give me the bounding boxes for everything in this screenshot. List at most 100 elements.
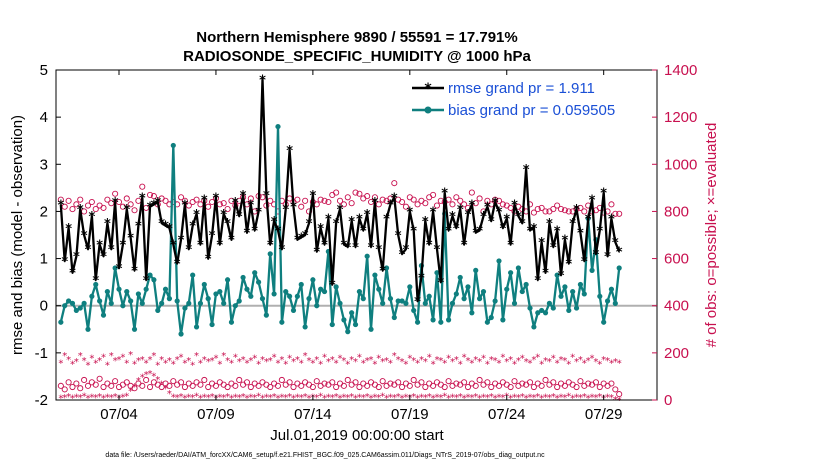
bias-point bbox=[252, 270, 258, 276]
bias-point bbox=[186, 300, 192, 306]
obs_lower-evaluated-point: * bbox=[361, 393, 366, 404]
obs_possible-evaluated-point: * bbox=[500, 352, 505, 363]
bias-point bbox=[182, 305, 188, 311]
obs_lower-evaluated-point: * bbox=[365, 392, 370, 403]
rmse-point: * bbox=[379, 264, 386, 279]
obs_possible-evaluated-point: * bbox=[229, 358, 234, 369]
obs_possible-evaluated-point: * bbox=[593, 357, 598, 368]
obs_lower-evaluated-point: * bbox=[500, 393, 505, 404]
obs_possible-possible-point bbox=[468, 189, 475, 196]
bias-point bbox=[399, 298, 405, 304]
rmse-point: * bbox=[457, 203, 464, 218]
obs_lower-evaluated-point: * bbox=[248, 392, 253, 403]
bias-point bbox=[201, 281, 207, 288]
obs_possible-possible-point bbox=[453, 194, 460, 201]
rmse-point: * bbox=[135, 220, 142, 235]
obs_possible-possible-point bbox=[317, 196, 324, 203]
rmse-point: * bbox=[220, 208, 227, 223]
bias-point bbox=[143, 286, 149, 292]
obs_possible-evaluated-point: * bbox=[241, 355, 246, 366]
obs_possible-evaluated-point: * bbox=[559, 355, 564, 366]
rmse-point: * bbox=[441, 187, 448, 202]
obs_lower-possible-point bbox=[112, 378, 119, 385]
bias-point bbox=[539, 307, 545, 314]
obs_lower-evaluated-point: * bbox=[256, 391, 261, 402]
obs_lower-evaluated-point: * bbox=[198, 394, 203, 405]
rmse-point: * bbox=[364, 208, 371, 223]
footer-data-file: data file: /Users/raeder/DAI/ATM_forcXX/… bbox=[105, 452, 545, 459]
obs_lower-possible-point bbox=[77, 385, 84, 392]
rmse-point: * bbox=[275, 224, 282, 239]
bias-point bbox=[290, 307, 297, 314]
obs_possible-evaluated-point: * bbox=[524, 357, 529, 368]
obs_possible-evaluated-point: * bbox=[617, 358, 622, 369]
obs_lower-evaluated-point: * bbox=[151, 371, 156, 382]
bias-point bbox=[554, 272, 560, 278]
obs_lower-possible-point bbox=[197, 381, 204, 388]
bias-point bbox=[469, 310, 475, 316]
bias-point bbox=[608, 286, 615, 292]
obs_possible-possible-point bbox=[399, 198, 406, 206]
rmse-point: * bbox=[123, 203, 130, 218]
bias-point bbox=[515, 265, 521, 271]
obs_possible-evaluated-point: * bbox=[543, 356, 548, 367]
obs_lower-possible-point bbox=[375, 383, 382, 391]
obs_lower-evaluated-point: * bbox=[380, 391, 385, 402]
obs_possible-evaluated-point: * bbox=[307, 356, 312, 367]
obs_possible-possible-point bbox=[65, 197, 72, 204]
obs_lower-possible-point bbox=[166, 382, 173, 389]
obs_lower-possible-point bbox=[321, 380, 328, 387]
obs_lower-evaluated-point: * bbox=[489, 392, 494, 403]
bias-point bbox=[166, 296, 173, 302]
bias-point bbox=[294, 293, 300, 299]
obs_lower-possible-point bbox=[61, 386, 68, 393]
obs_lower-evaluated-point: * bbox=[148, 369, 153, 380]
obs_lower-evaluated-point: * bbox=[291, 394, 296, 405]
rmse-point: * bbox=[515, 210, 522, 225]
obs_possible-evaluated-point: * bbox=[260, 355, 265, 366]
y-left-tick-label: -2 bbox=[35, 392, 48, 409]
rmse-point: * bbox=[403, 243, 410, 258]
rmse-point: * bbox=[530, 222, 537, 237]
obs_lower-possible-point bbox=[608, 380, 615, 387]
obs_possible-evaluated-point: * bbox=[566, 359, 571, 370]
obs_possible-evaluated-point: * bbox=[504, 357, 509, 368]
obs_possible-evaluated-point: * bbox=[136, 356, 141, 367]
bias-point bbox=[445, 317, 452, 323]
obs_possible-possible-point bbox=[333, 189, 340, 196]
obs_possible-possible-point bbox=[73, 201, 80, 208]
bias-point bbox=[73, 307, 79, 314]
obs_possible-evaluated-point: * bbox=[411, 356, 416, 367]
obs_lower-evaluated-point: * bbox=[349, 392, 354, 403]
obs_possible-evaluated-point: * bbox=[462, 352, 467, 363]
bias-point bbox=[287, 293, 293, 299]
obs_possible-evaluated-point: * bbox=[570, 352, 575, 363]
obs_lower-possible-point bbox=[418, 379, 425, 386]
rmse-point: * bbox=[236, 210, 243, 225]
obs_lower-evaluated-point: * bbox=[388, 393, 393, 404]
rmse-point: * bbox=[600, 187, 607, 202]
rmse-point: * bbox=[150, 198, 157, 213]
rmse-point: * bbox=[251, 224, 258, 239]
rmse-point: * bbox=[352, 241, 359, 256]
rmse-point: * bbox=[527, 224, 534, 239]
rmse-point: * bbox=[562, 234, 569, 249]
obs_lower-evaluated-point: * bbox=[136, 376, 141, 387]
obs_possible-evaluated-point: * bbox=[159, 355, 164, 366]
obs_lower-possible-point bbox=[511, 378, 518, 385]
obs_possible-evaluated-point: * bbox=[120, 352, 125, 363]
rmse-point: * bbox=[290, 201, 297, 216]
rmse-point: * bbox=[209, 229, 216, 244]
rmse-point: * bbox=[511, 198, 518, 213]
obs_possible-possible-point bbox=[69, 206, 76, 213]
bias-point bbox=[69, 300, 76, 306]
obs_possible-evaluated-point: * bbox=[372, 359, 377, 370]
obs_lower-possible-point bbox=[476, 376, 483, 384]
obs_possible-evaluated-point: * bbox=[489, 355, 494, 366]
bias-point bbox=[461, 296, 467, 302]
obs_lower-evaluated-point: * bbox=[109, 393, 114, 404]
obs_lower-possible-point bbox=[143, 376, 150, 384]
rmse-point: * bbox=[616, 246, 623, 261]
obs_possible-evaluated-point: * bbox=[539, 359, 544, 370]
obs_possible-possible-point bbox=[561, 207, 568, 214]
